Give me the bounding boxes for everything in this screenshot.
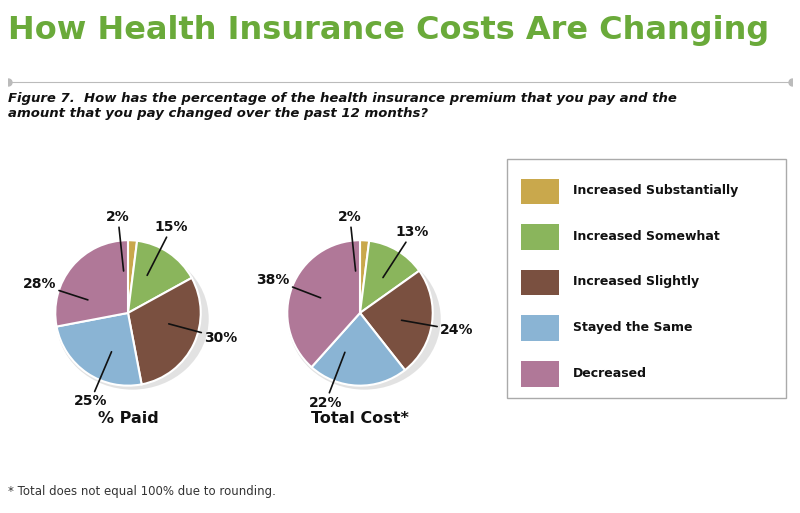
Text: 38%: 38% [257,272,321,298]
Text: Decreased: Decreased [573,367,647,380]
Text: 28%: 28% [22,277,88,300]
Wedge shape [360,241,419,313]
Text: Increased Slightly: Increased Slightly [573,275,699,288]
Text: How Health Insurance Costs Are Changing: How Health Insurance Costs Are Changing [8,15,770,46]
FancyBboxPatch shape [522,270,558,295]
Wedge shape [57,313,142,386]
Text: Increased Substantially: Increased Substantially [573,184,738,198]
FancyBboxPatch shape [507,159,786,398]
Text: 2%: 2% [338,210,362,271]
Text: 30%: 30% [169,324,238,345]
Wedge shape [128,240,137,313]
Text: 13%: 13% [383,225,429,278]
FancyBboxPatch shape [522,361,558,387]
Text: 22%: 22% [309,352,345,409]
Wedge shape [311,313,405,386]
FancyBboxPatch shape [522,315,558,341]
FancyBboxPatch shape [522,179,558,204]
Wedge shape [360,240,370,313]
Wedge shape [128,278,201,384]
Text: * Total does not equal 100% due to rounding.: * Total does not equal 100% due to round… [8,485,276,498]
Ellipse shape [56,248,209,390]
Wedge shape [360,271,433,370]
Text: 2%: 2% [106,210,130,271]
Wedge shape [55,240,128,327]
Title: Total Cost*: Total Cost* [311,411,409,426]
Text: Increased Somewhat: Increased Somewhat [573,230,720,243]
Title: % Paid: % Paid [98,411,158,426]
Ellipse shape [288,248,441,390]
Text: Figure 7.  How has the percentage of the health insurance premium that you pay a: Figure 7. How has the percentage of the … [8,92,677,121]
FancyBboxPatch shape [522,224,558,250]
Text: Stayed the Same: Stayed the Same [573,321,693,334]
Text: 25%: 25% [74,352,111,408]
Wedge shape [287,240,360,367]
Text: 24%: 24% [402,320,474,337]
Text: 15%: 15% [147,221,188,275]
Wedge shape [128,241,192,313]
